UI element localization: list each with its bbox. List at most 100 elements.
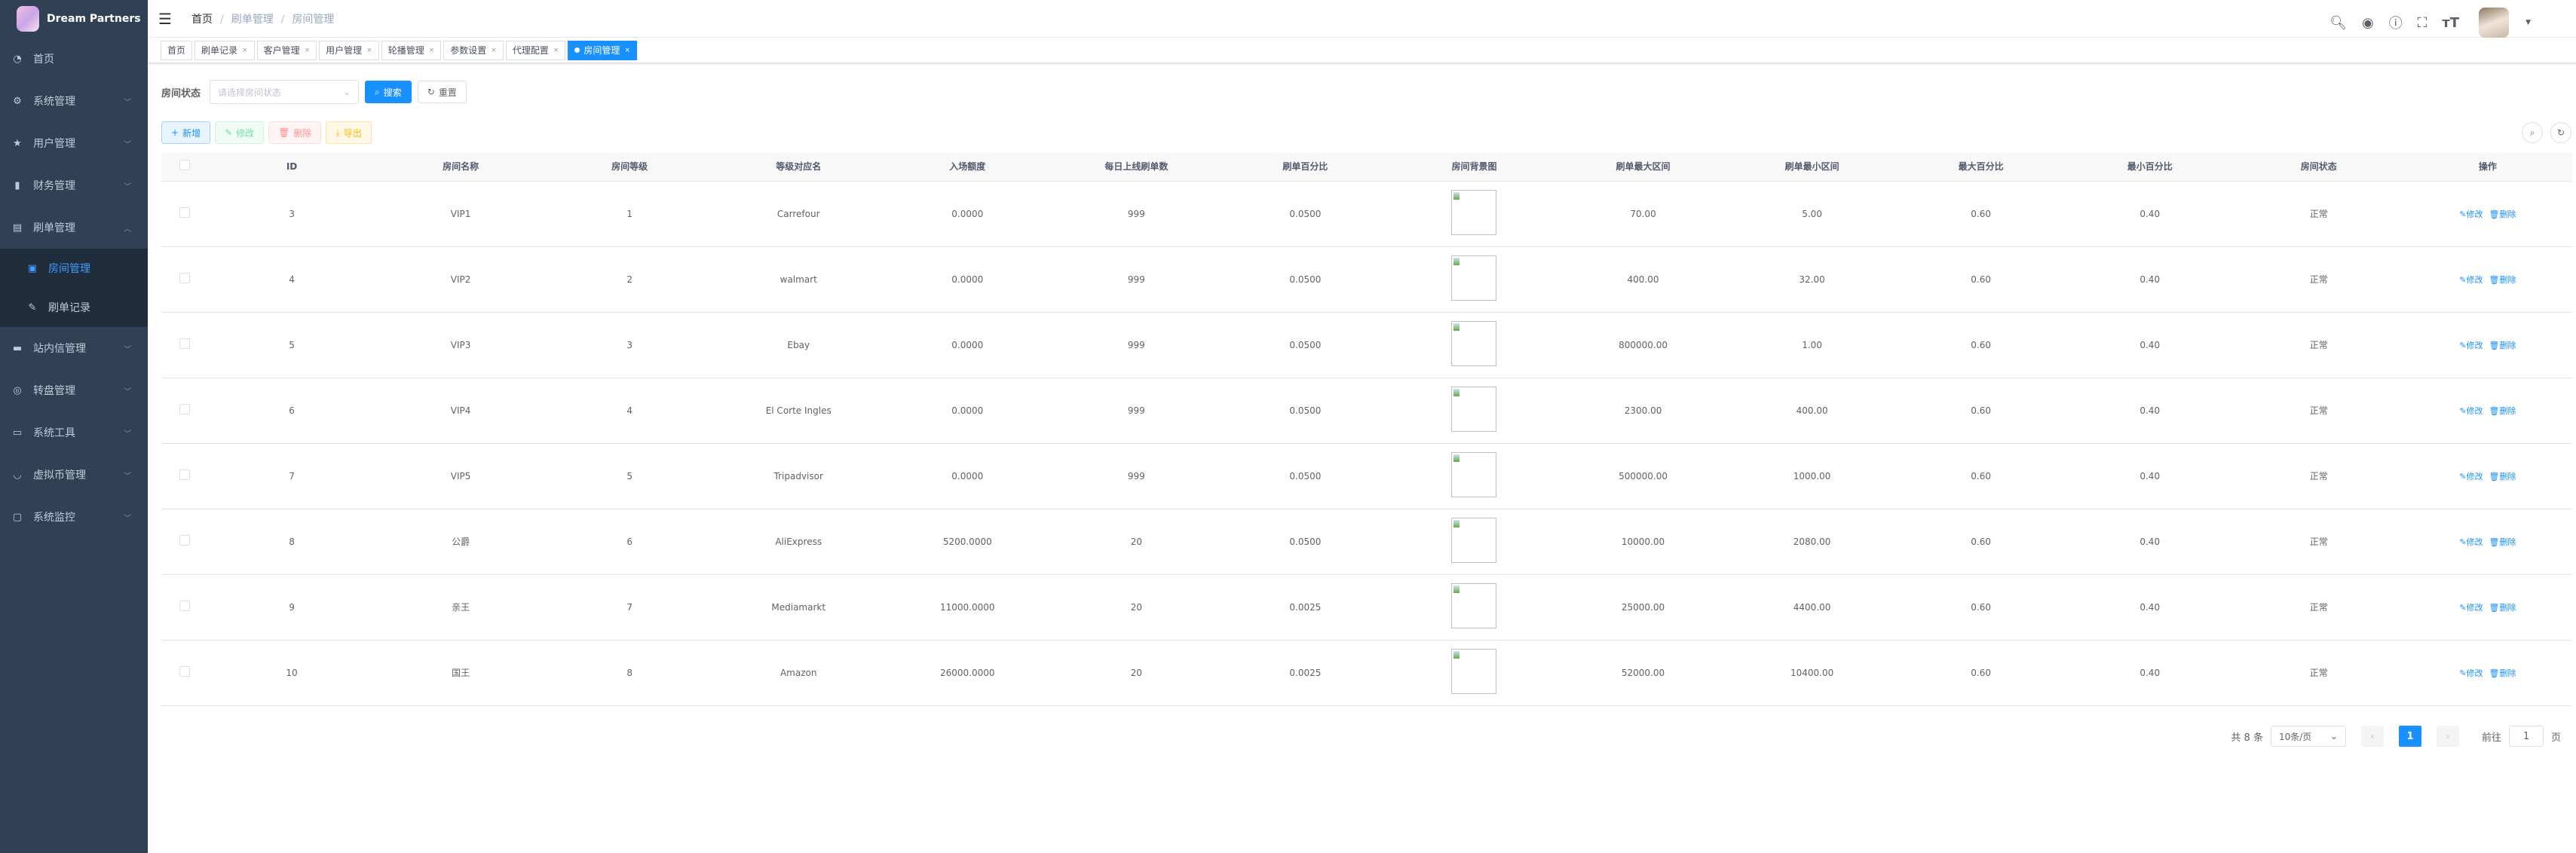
tag-4[interactable]: 轮播管理 ×	[381, 40, 442, 60]
submenu: ▣ 房间管理 ✎ 刷单记录	[0, 249, 148, 327]
close-icon[interactable]: ×	[304, 46, 311, 54]
row-checkbox[interactable]	[179, 601, 190, 611]
fullscreen-icon[interactable]: ⛶	[2417, 14, 2427, 31]
cell-2: 3	[545, 312, 715, 378]
hamburger-icon[interactable]: ☰	[158, 9, 172, 28]
sidebar-item-1[interactable]: ⚙ 系统管理 ﹀	[0, 80, 148, 122]
chevron-down-icon: ﹀	[124, 430, 131, 439]
logo[interactable]: Dream Partners	[0, 0, 148, 38]
edit-link-label: 修改	[2466, 537, 2483, 547]
trash-icon: 🗑︎	[2489, 602, 2500, 613]
reset-button[interactable]: ↻ 重置	[417, 81, 467, 103]
room-status-select[interactable]: 请选择房间状态 ⌄	[210, 80, 360, 104]
sidebar-item-9[interactable]: ▢ 系统监控 ﹀	[0, 496, 148, 538]
sidebar-item-5[interactable]: ▬ 站内信管理 ﹀	[0, 327, 148, 369]
next-page-button[interactable]: ›	[2436, 726, 2459, 747]
page-1-button[interactable]: 1	[2398, 726, 2421, 747]
row-checkbox[interactable]	[179, 338, 190, 349]
caret-down-icon[interactable]: ▼	[2525, 19, 2531, 26]
sidebar-subitem-0[interactable]: ▣ 房间管理	[0, 249, 148, 288]
row-delete-link[interactable]: 🗑︎删除	[2489, 275, 2516, 285]
row-checkbox[interactable]	[179, 535, 190, 546]
sidebar-item-2[interactable]: ★ 用户管理 ﹀	[0, 122, 148, 164]
avatar[interactable]	[2479, 8, 2510, 38]
row-checkbox[interactable]	[179, 207, 190, 218]
page-size-select[interactable]: 10条/页 ⌄	[2270, 726, 2346, 747]
cell-12: 正常	[2234, 378, 2403, 444]
row-edit-link[interactable]: ✎修改	[2459, 406, 2483, 416]
breadcrumb-home[interactable]: 首页	[191, 13, 213, 26]
sidebar-item-8[interactable]: ◡ 虚拟币管理 ﹀	[0, 454, 148, 496]
tag-0[interactable]: 首页	[161, 40, 193, 60]
row-edit-link[interactable]: ✎修改	[2459, 603, 2483, 613]
font-size-icon[interactable]: тT	[2442, 14, 2460, 31]
close-icon[interactable]: ×	[491, 46, 497, 54]
row-edit-link[interactable]: ✎修改	[2459, 341, 2483, 350]
cell-6: 0.0500	[1221, 443, 1390, 509]
sidebar-item-7[interactable]: ▭ 系统工具 ﹀	[0, 411, 148, 454]
close-icon[interactable]: ×	[366, 46, 372, 54]
sidebar-item-4[interactable]: ▤ 刷单管理 ︿	[0, 206, 148, 249]
close-icon[interactable]: ×	[428, 46, 435, 54]
room-background-image	[1451, 452, 1497, 497]
row-checkbox[interactable]	[179, 273, 190, 283]
row-checkbox[interactable]	[179, 469, 190, 480]
row-delete-link[interactable]: 🗑︎删除	[2489, 668, 2516, 678]
tag-label: 刷单记录	[201, 45, 238, 56]
delete-link-label: 删除	[2499, 340, 2516, 350]
row-edit-link[interactable]: ✎修改	[2459, 537, 2483, 547]
toolbar: + 新增 ✎ 修改 🗑︎ 删除 ⤓ 导出	[161, 121, 372, 144]
row-checkbox[interactable]	[179, 666, 190, 677]
row-edit-link[interactable]: ✎修改	[2459, 209, 2483, 219]
search-icon[interactable]: 🔍︎	[2329, 14, 2348, 31]
cell-5: 20	[1052, 640, 1221, 706]
row-edit-link[interactable]: ✎修改	[2459, 275, 2483, 285]
prev-page-button[interactable]: ‹	[2360, 726, 2384, 747]
sidebar-item-0[interactable]: ◔ 首页	[0, 38, 148, 80]
search-button[interactable]: ⌕ 搜索	[365, 81, 412, 103]
tag-2[interactable]: 客户管理 ×	[256, 40, 317, 60]
sidebar-subitem-1[interactable]: ✎ 刷单记录	[0, 288, 148, 327]
sidebar-item-label: 系统管理	[33, 96, 75, 108]
tag-5[interactable]: 参数设置 ×	[443, 40, 504, 60]
row-edit-link[interactable]: ✎修改	[2459, 668, 2483, 678]
sidebar-subitem-label: 房间管理	[48, 263, 90, 275]
close-icon[interactable]: ×	[624, 46, 630, 54]
goto-page-input[interactable]: 1	[2508, 726, 2544, 747]
row-delete-link[interactable]: 🗑︎删除	[2489, 472, 2516, 482]
tag-1[interactable]: 刷单记录 ×	[195, 40, 255, 60]
help-icon[interactable]: ⓘ	[2388, 16, 2403, 32]
cell-10: 0.60	[1896, 312, 2066, 378]
sidebar-item-6[interactable]: ◎ 转盘管理 ﹀	[0, 369, 148, 411]
close-icon[interactable]: ×	[242, 46, 248, 54]
github-icon[interactable]: ◉	[2362, 14, 2374, 31]
wheel-icon: ◎	[13, 384, 22, 396]
room-background-image	[1451, 583, 1497, 628]
edit-icon: ✎	[2459, 668, 2467, 678]
select-all-checkbox[interactable]	[179, 160, 190, 171]
export-button[interactable]: ⤓ 导出	[326, 121, 372, 144]
row-edit-link[interactable]: ✎修改	[2459, 472, 2483, 482]
row-delete-link[interactable]: 🗑︎删除	[2489, 537, 2516, 547]
sidebar-item-3[interactable]: ▮ 财务管理 ﹀	[0, 164, 148, 206]
tag-6[interactable]: 代理配置 ×	[505, 40, 566, 60]
row-delete-link[interactable]: 🗑︎删除	[2489, 209, 2516, 219]
add-button[interactable]: + 新增	[161, 121, 211, 144]
actions-cell: ✎修改 🗑︎删除	[2403, 574, 2572, 641]
refresh-button[interactable]: ↻	[2550, 122, 2571, 143]
cell-6: 0.0500	[1221, 378, 1390, 444]
trash-icon: 🗑︎	[2489, 405, 2500, 416]
tag-7[interactable]: 房间管理 ×	[568, 40, 637, 60]
row-delete-link[interactable]: 🗑︎删除	[2489, 406, 2516, 416]
cell-0: 6	[207, 378, 377, 444]
cell-1: VIP2	[376, 246, 546, 313]
row-checkbox[interactable]	[179, 404, 190, 414]
row-delete-link[interactable]: 🗑︎删除	[2489, 341, 2516, 350]
edit-button[interactable]: ✎ 修改	[215, 121, 265, 144]
toggle-search-button[interactable]: ⌕	[2522, 122, 2543, 143]
close-icon[interactable]: ×	[553, 46, 559, 54]
tag-3[interactable]: 用户管理 ×	[319, 40, 379, 60]
delete-button[interactable]: 🗑︎ 删除	[268, 121, 322, 144]
row-delete-link[interactable]: 🗑︎删除	[2489, 603, 2516, 613]
chevron-down-icon: ﹀	[124, 98, 131, 107]
